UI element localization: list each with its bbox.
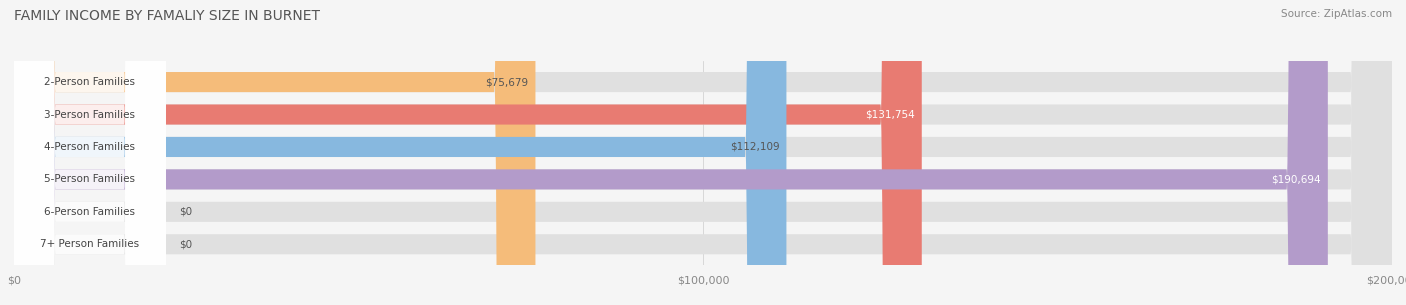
FancyBboxPatch shape xyxy=(14,0,922,305)
FancyBboxPatch shape xyxy=(14,0,166,305)
Text: $0: $0 xyxy=(180,239,193,249)
Text: FAMILY INCOME BY FAMALIY SIZE IN BURNET: FAMILY INCOME BY FAMALIY SIZE IN BURNET xyxy=(14,9,321,23)
Text: 3-Person Families: 3-Person Families xyxy=(45,109,135,120)
FancyBboxPatch shape xyxy=(14,0,1392,305)
FancyBboxPatch shape xyxy=(14,0,1392,305)
FancyBboxPatch shape xyxy=(14,0,1327,305)
Text: 6-Person Families: 6-Person Families xyxy=(45,207,135,217)
Text: $75,679: $75,679 xyxy=(485,77,529,87)
Text: 4-Person Families: 4-Person Families xyxy=(45,142,135,152)
FancyBboxPatch shape xyxy=(14,0,1392,305)
FancyBboxPatch shape xyxy=(14,0,166,305)
Text: $112,109: $112,109 xyxy=(730,142,779,152)
Text: 7+ Person Families: 7+ Person Families xyxy=(41,239,139,249)
FancyBboxPatch shape xyxy=(14,0,166,305)
FancyBboxPatch shape xyxy=(14,0,166,305)
Text: 5-Person Families: 5-Person Families xyxy=(45,174,135,185)
FancyBboxPatch shape xyxy=(14,0,166,305)
Text: Source: ZipAtlas.com: Source: ZipAtlas.com xyxy=(1281,9,1392,19)
FancyBboxPatch shape xyxy=(14,0,1392,305)
Text: 2-Person Families: 2-Person Families xyxy=(45,77,135,87)
FancyBboxPatch shape xyxy=(14,0,536,305)
Text: $190,694: $190,694 xyxy=(1271,174,1322,185)
FancyBboxPatch shape xyxy=(14,0,1392,305)
FancyBboxPatch shape xyxy=(14,0,786,305)
FancyBboxPatch shape xyxy=(14,0,1392,305)
FancyBboxPatch shape xyxy=(14,0,166,305)
Text: $131,754: $131,754 xyxy=(865,109,915,120)
Text: $0: $0 xyxy=(180,207,193,217)
